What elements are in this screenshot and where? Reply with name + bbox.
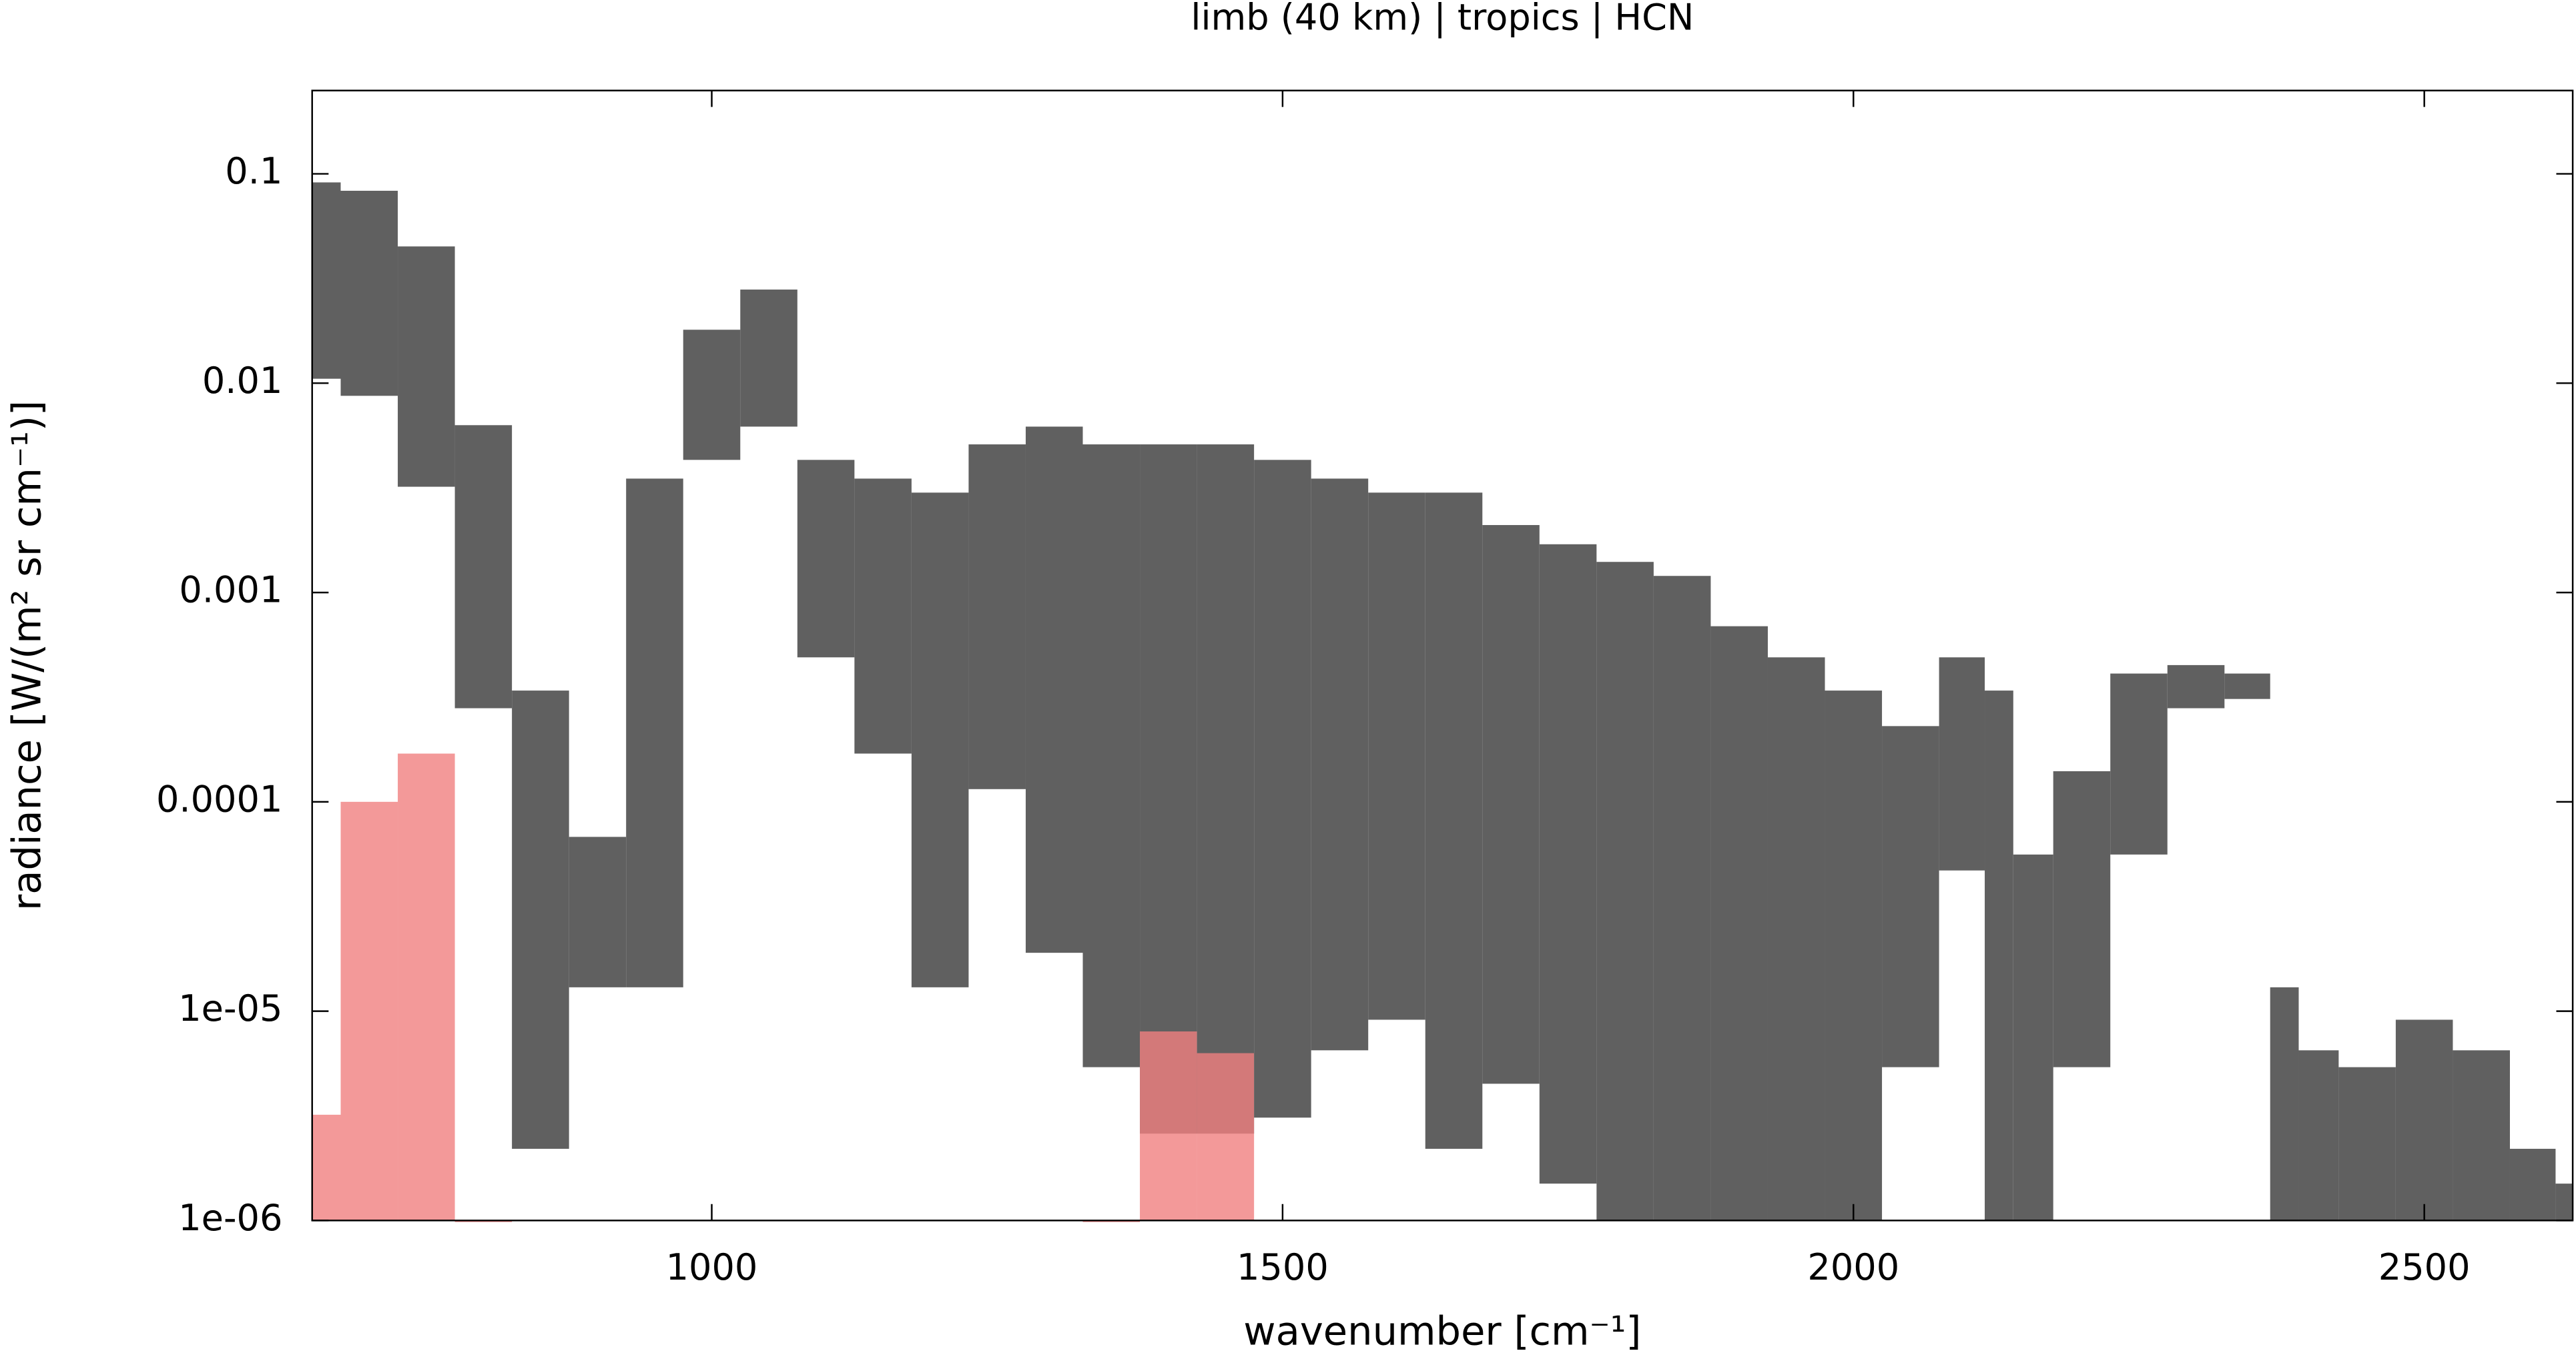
- red-spectrum: [1197, 1053, 1255, 1221]
- spectrum-range: [454, 425, 513, 709]
- chart-title: limb (40 km) | tropics | HCN: [1191, 0, 1694, 38]
- spectrum-range: [2167, 664, 2225, 709]
- spectrum-range: [1025, 426, 1083, 953]
- spectrum-range: [312, 182, 341, 379]
- y-tick-label: 0.0001: [156, 778, 282, 820]
- spectrum-range: [1882, 726, 1939, 1067]
- spectrum-range: [1140, 444, 1197, 1134]
- spectrum-range: [1939, 657, 1985, 871]
- spectrum-range: [911, 492, 969, 987]
- y-tick-label: 1e-06: [178, 1197, 282, 1239]
- plot-area: [312, 182, 2573, 1222]
- spectrum-range: [2298, 1050, 2339, 1221]
- spectrum-range: [797, 460, 855, 658]
- spectrum-range: [2053, 771, 2111, 1067]
- spectrum-range: [2338, 1067, 2396, 1221]
- spectrum-range: [512, 691, 569, 1149]
- spectrum-range: [1368, 492, 1425, 1020]
- x-tick-label: 2500: [2378, 1246, 2471, 1288]
- spectrum-range: [2224, 673, 2270, 699]
- red-spectrum: [312, 1114, 341, 1221]
- spectrum-range: [340, 190, 398, 396]
- spectrum-range: [968, 444, 1026, 789]
- spectrum-range: [1082, 444, 1141, 1067]
- spectrum-range: [2270, 987, 2299, 1221]
- spectrum-range: [740, 290, 797, 427]
- y-tick-label: 1e-05: [178, 987, 282, 1029]
- x-tick-label: 2000: [1807, 1246, 1899, 1288]
- spectrum-range: [2013, 854, 2053, 1221]
- spectrum-range: [1539, 544, 1597, 1184]
- spectrum-range: [1197, 444, 1255, 1134]
- spectrum-range: [1825, 691, 1883, 1221]
- y-tick-label: 0.001: [179, 569, 282, 611]
- spectrum-range: [398, 246, 455, 487]
- spectrum-range: [1482, 524, 1540, 1084]
- red-spectrum: [1140, 1031, 1197, 1221]
- spectrum-range: [2453, 1050, 2510, 1221]
- spectrum-range: [1425, 492, 1483, 1149]
- x-tick-label: 1000: [666, 1246, 758, 1288]
- spectrum-range: [1710, 626, 1768, 1221]
- spectrum-range: [2110, 673, 2168, 855]
- spectrum-range: [683, 330, 741, 460]
- red-spectrum: [340, 801, 398, 1221]
- plot-frame: [311, 89, 2574, 1222]
- spectrum-range: [2509, 1148, 2556, 1221]
- spectrum-range: [854, 478, 912, 754]
- y-tick-label: 0.01: [202, 360, 283, 402]
- spectrum-range: [1985, 691, 2013, 1221]
- y-tick-label: 0.1: [225, 150, 282, 192]
- x-tick-label: 1500: [1237, 1246, 1329, 1288]
- red-spectrum: [398, 753, 455, 1221]
- spectrum-range: [1254, 460, 1311, 1118]
- spectrum-range: [1767, 657, 1825, 1221]
- spectrum-range: [569, 837, 627, 987]
- spectrum-range: [1311, 478, 1369, 1051]
- spectrum-range: [1653, 576, 1711, 1221]
- spectrum-range: [1596, 562, 1654, 1221]
- y-axis-label: radiance [W/(m² sr cm⁻¹)]: [3, 400, 49, 911]
- spectrum-range: [626, 478, 683, 987]
- spectrum-range: [2555, 1184, 2573, 1221]
- spectrum-range: [2395, 1019, 2453, 1221]
- x-axis-label: wavenumber [cm⁻¹]: [1243, 1308, 1641, 1354]
